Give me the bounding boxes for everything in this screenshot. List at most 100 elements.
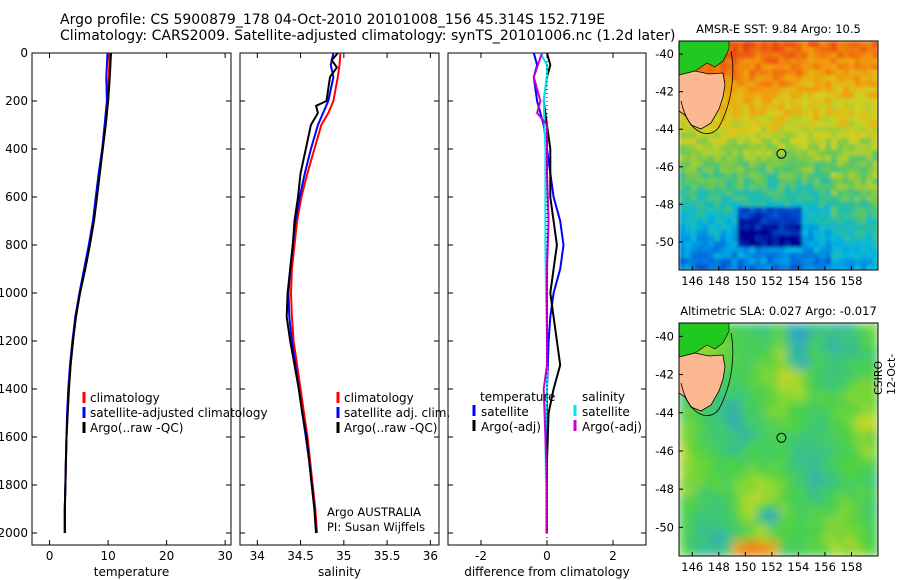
map-cell xyxy=(702,424,711,433)
x-tick-label: 148 xyxy=(708,274,730,288)
map-cell xyxy=(790,121,797,128)
map-cell xyxy=(855,462,864,472)
map-cell xyxy=(770,346,780,355)
map-cell xyxy=(684,247,692,254)
map-cell xyxy=(819,104,827,111)
map-cell xyxy=(790,247,797,254)
map-cell xyxy=(724,408,734,417)
map-cell xyxy=(801,207,809,214)
map-cell xyxy=(860,189,868,197)
map-cell xyxy=(749,132,756,140)
map-cell xyxy=(848,109,856,117)
map-cell xyxy=(813,92,821,99)
x-tick-label: 156 xyxy=(814,560,836,574)
y-tick-label: 800 xyxy=(5,238,28,252)
map-cell xyxy=(772,86,780,94)
map-cell xyxy=(684,229,692,237)
map-cell xyxy=(837,121,844,128)
map-cell xyxy=(854,81,862,88)
map-cell xyxy=(809,509,818,518)
map-cell xyxy=(819,75,827,82)
map-cell xyxy=(866,115,873,122)
map-cell xyxy=(749,109,756,117)
map-cell xyxy=(807,166,815,174)
map-cell xyxy=(862,447,872,456)
map-cell xyxy=(696,224,704,231)
map-cell xyxy=(770,377,780,386)
map-cell xyxy=(708,144,715,151)
map-cell xyxy=(724,509,734,518)
map-cell xyxy=(760,172,768,180)
map-cell xyxy=(866,161,873,168)
map-cell xyxy=(790,75,797,82)
map-cell xyxy=(837,195,844,203)
map-cell xyxy=(837,92,844,99)
y-tick-label: 600 xyxy=(5,190,28,204)
map-cell xyxy=(854,161,862,168)
map-cell xyxy=(679,447,688,456)
map-cell xyxy=(831,63,838,71)
map-cell xyxy=(786,323,795,332)
map-cell xyxy=(743,161,751,168)
map-cell xyxy=(860,149,868,157)
map-cell xyxy=(743,41,751,48)
map-cell xyxy=(720,63,727,71)
map-cell xyxy=(872,138,878,145)
map-cell xyxy=(772,241,780,248)
map-cell xyxy=(690,172,698,180)
map-cell xyxy=(872,258,878,265)
map-cell xyxy=(801,424,810,433)
panel-frame xyxy=(31,52,232,546)
map-cell xyxy=(796,252,803,260)
map-cell xyxy=(696,252,704,260)
map-cell xyxy=(866,195,873,203)
map-cell xyxy=(778,258,786,265)
map-cell xyxy=(819,229,827,237)
map-cell xyxy=(819,98,827,105)
map-cell xyxy=(717,462,726,472)
map-cell xyxy=(743,195,751,203)
map-cell xyxy=(760,264,768,270)
map-cell xyxy=(831,252,838,260)
map-cell xyxy=(824,548,833,556)
map-cell xyxy=(763,392,772,402)
map-cell xyxy=(862,493,872,503)
map-cell xyxy=(839,524,849,534)
map-cell xyxy=(747,330,757,340)
map-cell xyxy=(770,486,780,495)
map-cell xyxy=(813,207,821,214)
map-cell xyxy=(760,41,768,48)
map-cell xyxy=(760,81,768,88)
map-cell xyxy=(731,229,739,237)
map-cell xyxy=(755,252,762,260)
map-cell xyxy=(825,264,832,270)
map-cell xyxy=(743,178,751,185)
map-cell xyxy=(778,58,786,65)
map-cell xyxy=(796,264,803,270)
map-cell xyxy=(770,517,780,526)
map-cell xyxy=(731,201,739,208)
map-cell xyxy=(807,115,815,122)
map-cell xyxy=(702,540,711,550)
map-cell xyxy=(684,224,692,231)
map-cell xyxy=(694,455,703,464)
map-cell xyxy=(847,431,856,441)
map-cell xyxy=(724,486,734,495)
map-cell xyxy=(784,155,792,162)
map-cell xyxy=(813,178,821,185)
map-cell xyxy=(694,548,703,556)
map-cell xyxy=(755,161,762,168)
map-cell xyxy=(737,247,745,254)
map-cell xyxy=(766,161,774,168)
map-cell xyxy=(825,218,832,225)
map-cell xyxy=(870,524,878,534)
map-cell xyxy=(793,478,803,487)
map-cell xyxy=(724,478,734,487)
map-cell xyxy=(770,501,780,511)
map-cell xyxy=(801,184,809,191)
map-cell xyxy=(866,86,873,94)
map-cell xyxy=(866,46,873,54)
map-cell xyxy=(724,392,734,402)
map-cell xyxy=(832,354,841,363)
map-cell xyxy=(708,155,715,162)
